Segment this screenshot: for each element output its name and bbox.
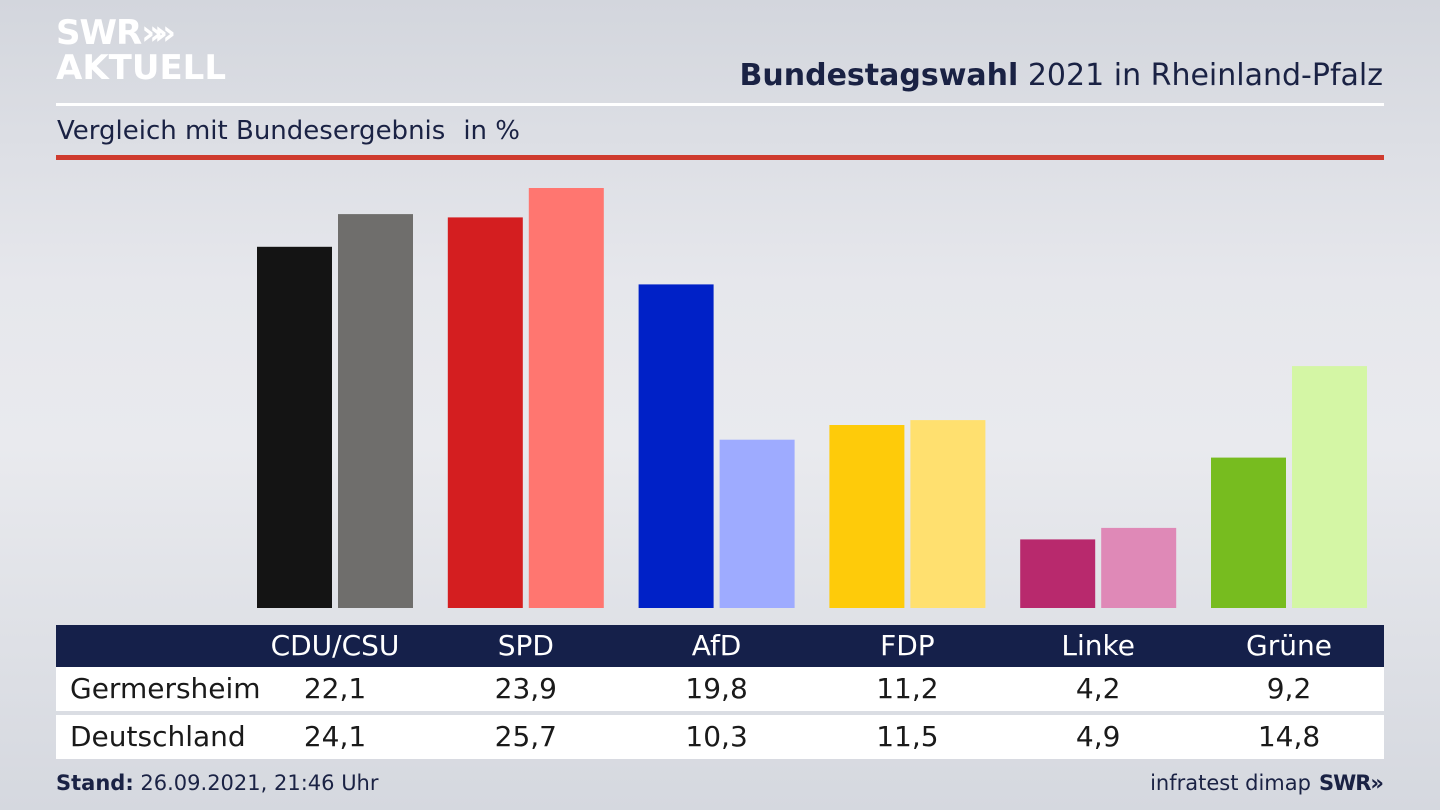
data-label: 14,8 xyxy=(1257,720,1321,753)
data-label: 25,7 xyxy=(494,720,557,753)
data-label: 24,1 xyxy=(303,720,367,753)
bar-deutschland-grüne xyxy=(1292,366,1367,608)
bar-germersheim-spd xyxy=(447,217,523,608)
bar-chart xyxy=(257,188,1367,609)
bar-deutschland-cducsu xyxy=(338,214,413,608)
column-header: Linke xyxy=(1061,629,1135,662)
data-label: 11,5 xyxy=(876,720,939,753)
bar-deutschland-linke xyxy=(1101,527,1177,608)
logo-brand: SWR»» xyxy=(56,13,176,53)
header-divider xyxy=(56,103,1384,106)
data-label: 19,8 xyxy=(685,672,748,705)
column-header: CDU/CSU xyxy=(270,629,400,662)
stand-label: Stand: xyxy=(56,771,134,795)
unit-label: in % xyxy=(463,116,520,146)
accent-divider xyxy=(56,155,1384,160)
title-rest: 2021 in Rheinland-Pfalz xyxy=(1027,58,1383,93)
column-header: FDP xyxy=(880,629,935,662)
title-bold: Bundestagswahl xyxy=(739,58,1019,93)
column-header: Grüne xyxy=(1246,629,1332,662)
source-text: infratest dimap xyxy=(1150,771,1311,795)
swr-aktuell-logo: SWR»» AKTUELL xyxy=(56,16,226,85)
bar-germersheim-grüne xyxy=(1211,457,1286,608)
bar-germersheim-afd xyxy=(638,284,714,608)
column-header: AfD xyxy=(691,629,742,662)
source-credit: infratest dimap SWR» xyxy=(1150,771,1384,795)
table-row: Germersheim 22,1 23,9 19,8 11,2 4,2 9,2 xyxy=(56,667,1384,711)
data-label: 23,9 xyxy=(494,672,557,705)
timestamp: Stand: 26.09.2021, 21:46 Uhr xyxy=(56,771,379,795)
bar-deutschland-afd xyxy=(719,439,795,608)
bar-germersheim-linke xyxy=(1020,539,1096,608)
table-header-row: CDU/CSU SPD AfD FDP Linke Grüne xyxy=(56,625,1384,667)
logo-subline: AKTUELL xyxy=(56,48,227,88)
data-label: 4,2 xyxy=(1075,672,1121,705)
data-label: 10,3 xyxy=(685,720,748,753)
chart-subtitle: Vergleich mit Bundesergebnis in % xyxy=(57,116,520,146)
data-label: 11,2 xyxy=(876,672,939,705)
bar-deutschland-fdp xyxy=(910,420,986,608)
bar-germersheim-cducsu xyxy=(257,246,332,609)
bar-deutschland-spd xyxy=(528,188,604,608)
row-label-germersheim: Germersheim xyxy=(70,672,261,705)
row-label-deutschland: Deutschland xyxy=(70,720,246,753)
bar-germersheim-fdp xyxy=(829,425,905,608)
column-header: SPD xyxy=(497,629,554,662)
data-label: 22,1 xyxy=(303,672,367,705)
data-label: 4,9 xyxy=(1075,720,1121,753)
stand-value: 26.09.2021, 21:46 Uhr xyxy=(140,771,379,795)
swr-footer-logo: SWR» xyxy=(1318,771,1384,795)
data-label: 9,2 xyxy=(1266,672,1312,705)
subtitle-text: Vergleich mit Bundesergebnis xyxy=(57,116,446,146)
table-row: Deutschland 24,1 25,7 10,3 11,5 4,9 14,8 xyxy=(56,715,1384,759)
chart-title: Bundestagswahl 2021 in Rheinland-Pfalz xyxy=(740,58,1383,93)
results-table: CDU/CSU SPD AfD FDP Linke Grüne Germersheim 2… xyxy=(56,625,1384,759)
